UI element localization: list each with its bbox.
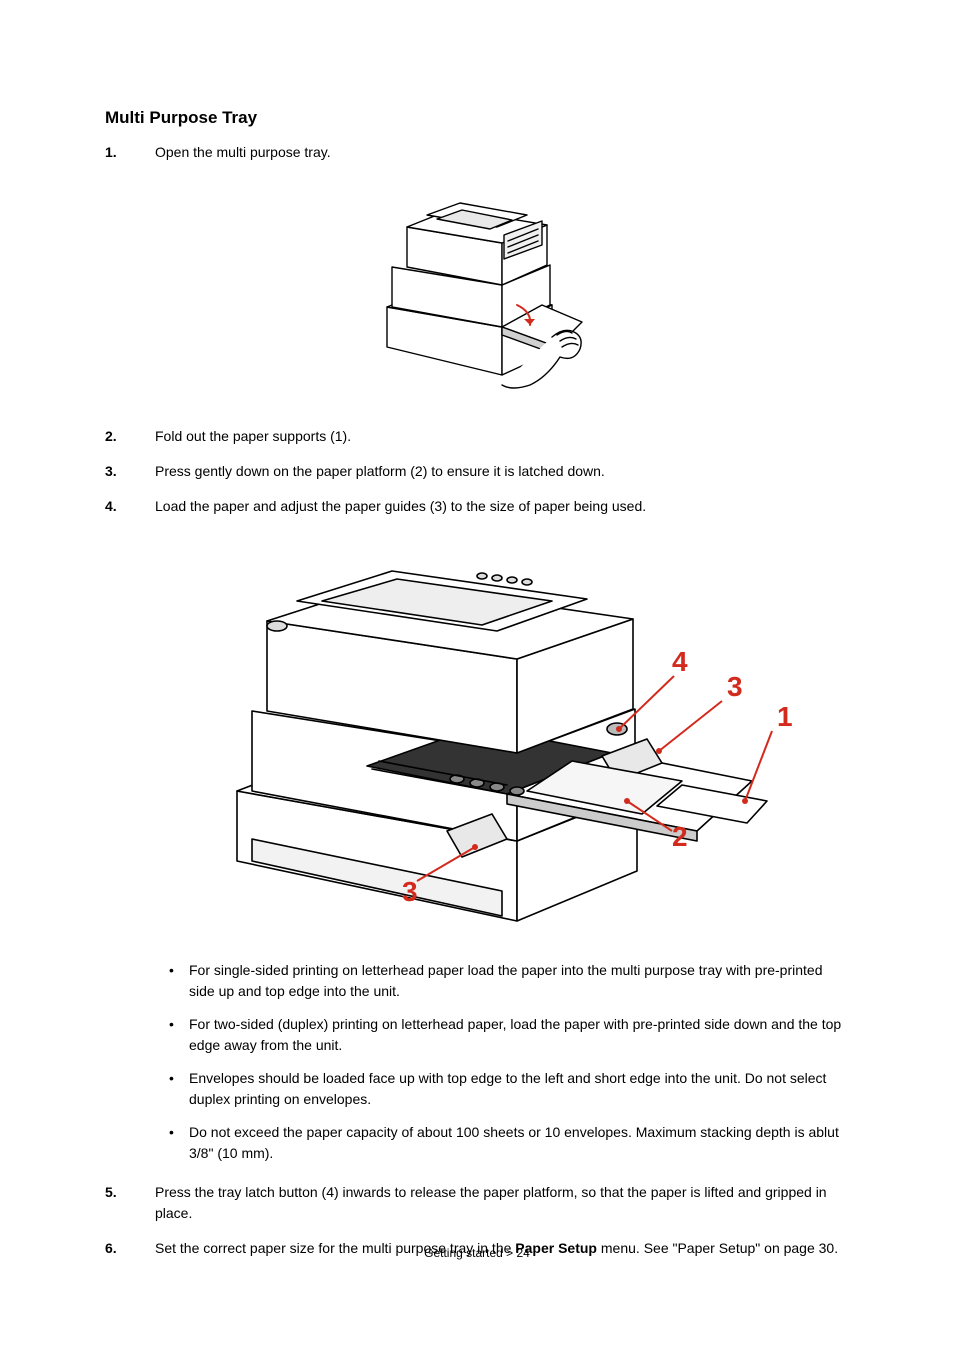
figure-tray-callouts: 1 3 4 2 3: [105, 531, 849, 936]
callout-3a: 3: [727, 671, 743, 702]
step-number: 5.: [105, 1182, 155, 1224]
bullet-text: For single-sided printing on letterhead …: [189, 960, 849, 1002]
callout-4: 4: [672, 646, 688, 677]
bullet-list: • For single-sided printing on letterhea…: [169, 960, 849, 1164]
step-1: 1. Open the multi purpose tray.: [105, 142, 849, 163]
step-number: 4.: [105, 496, 155, 517]
step-4: 4. Load the paper and adjust the paper g…: [105, 496, 849, 517]
callout-1: 1: [777, 701, 793, 732]
list-item: • For single-sided printing on letterhea…: [169, 960, 849, 1002]
callout-2: 2: [672, 821, 688, 852]
step-number: 2.: [105, 426, 155, 447]
figure-open-tray: [105, 177, 849, 402]
step-2: 2. Fold out the paper supports (1).: [105, 426, 849, 447]
list-item: • Envelopes should be loaded face up wit…: [169, 1068, 849, 1110]
step-3: 3. Press gently down on the paper platfo…: [105, 461, 849, 482]
callout-3b: 3: [402, 876, 418, 907]
step-5: 5. Press the tray latch button (4) inwar…: [105, 1182, 849, 1224]
bullet-icon: •: [169, 1122, 189, 1164]
bullet-icon: •: [169, 960, 189, 1002]
bullet-icon: •: [169, 1014, 189, 1056]
step-text: Open the multi purpose tray.: [155, 142, 849, 163]
step-text: Fold out the paper supports (1).: [155, 426, 849, 447]
step-text: Load the paper and adjust the paper guid…: [155, 496, 849, 517]
list-item: • For two-sided (duplex) printing on let…: [169, 1014, 849, 1056]
step-number: 3.: [105, 461, 155, 482]
section-heading: Multi Purpose Tray: [105, 108, 849, 128]
bullet-text: For two-sided (duplex) printing on lette…: [189, 1014, 849, 1056]
step-number: 1.: [105, 142, 155, 163]
page-footer: Getting started > 24: [0, 1246, 954, 1260]
list-item: • Do not exceed the paper capacity of ab…: [169, 1122, 849, 1164]
bullet-icon: •: [169, 1068, 189, 1110]
step-text: Press the tray latch button (4) inwards …: [155, 1182, 849, 1224]
bullet-text: Do not exceed the paper capacity of abou…: [189, 1122, 849, 1164]
bullet-text: Envelopes should be loaded face up with …: [189, 1068, 849, 1110]
step-text: Press gently down on the paper platform …: [155, 461, 849, 482]
